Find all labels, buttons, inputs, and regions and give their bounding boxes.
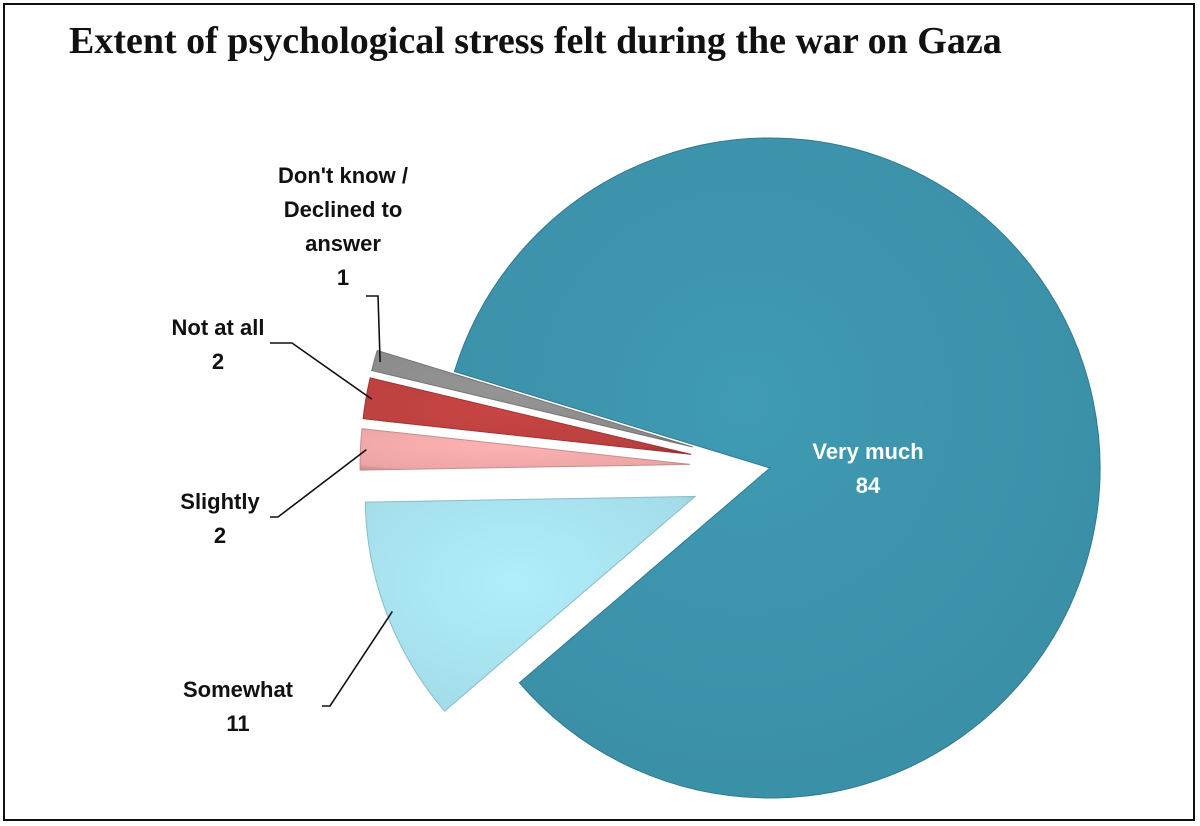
pie-slice-very-much (453, 137, 1101, 799)
label-line-don-t-know-declined-to-answer: Declined to (284, 197, 403, 222)
label-somewhat: Somewhat 11 (183, 677, 294, 736)
value-don-t-know-declined-to-answer: 1 (337, 265, 349, 290)
label-line-don-t-know-declined-to-answer: Don't know / (278, 163, 408, 188)
leader-line-slightly (270, 449, 367, 518)
value-somewhat: 11 (226, 711, 249, 736)
label-line-not-at-all: Not at all (172, 315, 265, 340)
label-line-somewhat: Somewhat (183, 677, 294, 702)
value-very-much: 84 (856, 473, 881, 498)
label-slightly: Slightly 2 (180, 489, 260, 548)
label-line-slightly: Slightly (180, 489, 260, 514)
leader-line-don-t-know-declined-to-answer (366, 295, 381, 363)
chart-title: Extent of psychological stress felt duri… (69, 20, 1002, 62)
label-don-t-know-declined-to-answer: Don't know / Declined to answer 1 (278, 163, 408, 290)
value-slightly: 2 (214, 523, 226, 548)
pie-slice-don-t-know-declined-to-answer (371, 349, 693, 448)
label-very-much: Very much 84 (812, 439, 923, 498)
label-not-at-all: Not at all 2 (172, 315, 265, 374)
pie-slice-not-at-all (362, 377, 692, 455)
label-line-very-much: Very much (812, 439, 923, 464)
label-line-don-t-know-declined-to-answer: answer (305, 231, 381, 256)
leader-line-not-at-all (270, 342, 373, 400)
pie-slice-somewhat (364, 495, 697, 712)
leader-line-somewhat (322, 611, 393, 707)
pie-slice-slightly (359, 428, 691, 471)
value-not-at-all: 2 (212, 349, 224, 374)
